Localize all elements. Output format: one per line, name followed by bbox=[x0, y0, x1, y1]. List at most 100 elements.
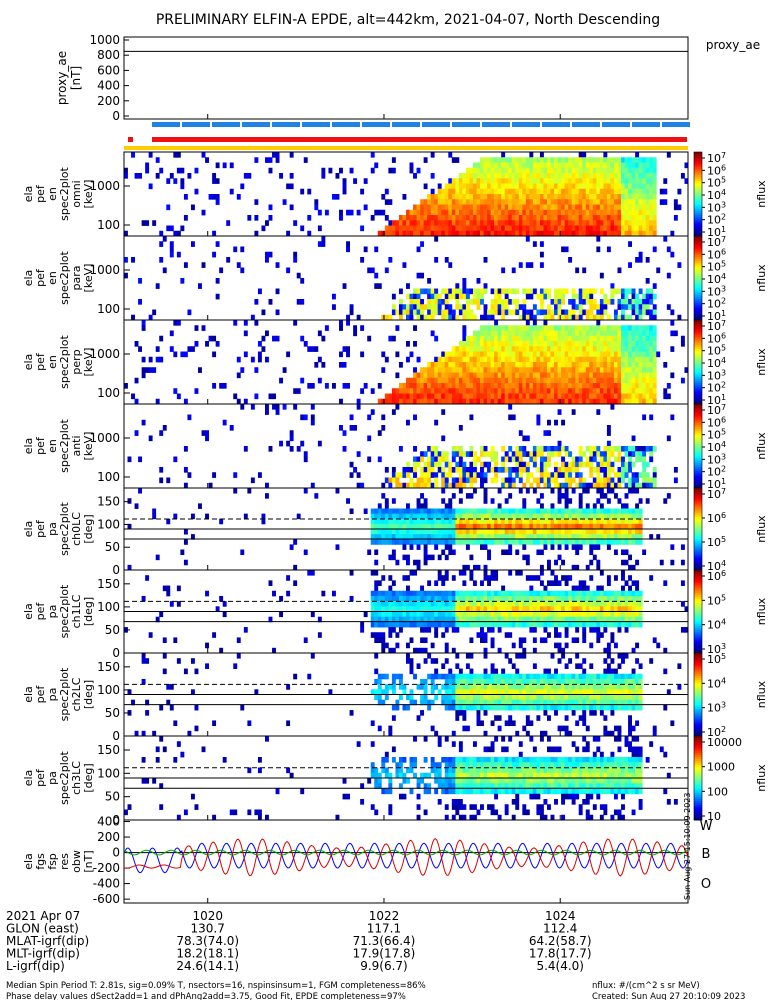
spectrogram-cell bbox=[564, 314, 569, 321]
spectrogram-cell bbox=[441, 575, 446, 581]
spectrogram-cell bbox=[536, 451, 541, 457]
spectrogram-cell bbox=[582, 288, 587, 295]
spectrogram-cell bbox=[522, 377, 527, 384]
spectrogram-cell bbox=[635, 346, 640, 352]
spectrogram-cell bbox=[543, 523, 548, 530]
spectrogram-cell bbox=[589, 346, 594, 352]
spectrogram-cell bbox=[603, 367, 608, 373]
spectrogram-cell bbox=[561, 367, 566, 373]
spectrogram-cell bbox=[621, 335, 625, 342]
spectrogram-cell bbox=[212, 230, 217, 237]
spectrogram-cell bbox=[469, 351, 474, 358]
spectrogram-cell bbox=[465, 299, 470, 305]
spectrogram-cell bbox=[141, 419, 146, 426]
spectrogram-cell bbox=[550, 204, 555, 211]
spectrogram-cell bbox=[420, 272, 425, 279]
spectrogram-cell bbox=[476, 173, 481, 179]
spectrogram-cell bbox=[610, 209, 615, 216]
spectrogram-cell bbox=[589, 293, 594, 300]
spectrogram-cell bbox=[596, 377, 601, 384]
spectrogram-cell bbox=[628, 513, 632, 520]
spectrogram-cell bbox=[303, 157, 308, 163]
spectrogram-cell bbox=[427, 616, 432, 623]
spectrogram-cell bbox=[420, 230, 425, 237]
spectrogram-cell bbox=[568, 539, 573, 545]
spectrogram-cell bbox=[487, 157, 491, 163]
spectrogram-cell bbox=[444, 367, 449, 373]
spectrogram-cell bbox=[430, 616, 435, 623]
spectrogram-cell bbox=[455, 194, 460, 200]
spectrogram-cell bbox=[465, 351, 470, 358]
spectrogram-cell bbox=[578, 595, 583, 602]
spectrogram-cell bbox=[596, 246, 601, 253]
spectrogram-cell bbox=[462, 372, 467, 379]
spectrogram-cell bbox=[451, 446, 456, 452]
spectrogram-cell bbox=[529, 393, 534, 400]
colorbar-segment bbox=[694, 364, 702, 367]
spectrogram-cell bbox=[494, 451, 499, 457]
spectrogram-cell bbox=[543, 529, 548, 535]
spectrogram-cell bbox=[624, 341, 629, 347]
spectrogram-cell bbox=[501, 482, 506, 489]
spectrogram-cell bbox=[409, 508, 414, 515]
spectrogram-cell bbox=[451, 199, 456, 205]
spectrogram-cell bbox=[596, 539, 601, 545]
spectrogram-cell bbox=[522, 199, 527, 205]
colorbar-segment bbox=[694, 324, 702, 327]
spectrogram-cell bbox=[638, 446, 643, 452]
spectrogram-cell bbox=[441, 377, 446, 384]
spectrogram-cell bbox=[635, 377, 640, 384]
spectrogram-cell bbox=[547, 559, 551, 566]
spectrogram-cell bbox=[606, 330, 611, 337]
spectrogram-cell bbox=[508, 309, 513, 316]
spectrogram-cell bbox=[638, 167, 643, 174]
spectrogram-cell bbox=[346, 320, 350, 326]
spectrogram-cell bbox=[536, 372, 541, 379]
spectrogram-cell bbox=[621, 220, 625, 226]
spectrogram-cell bbox=[483, 477, 488, 484]
spectrogram-cell bbox=[494, 398, 499, 405]
spectrogram-cell bbox=[561, 534, 566, 540]
spectrogram-cell bbox=[592, 178, 597, 184]
spectrogram-cell bbox=[384, 188, 389, 195]
spectrogram-cell bbox=[550, 398, 555, 405]
spectrogram-cell bbox=[543, 320, 548, 326]
spectrogram-cell bbox=[409, 529, 414, 535]
spectrogram-cell bbox=[391, 398, 396, 405]
spectrogram-cell bbox=[180, 167, 185, 174]
panel-ylabel: spec2plot bbox=[58, 502, 71, 556]
spectrogram-cell bbox=[628, 477, 632, 484]
spectrogram-cell bbox=[480, 518, 484, 525]
spectrogram-cell bbox=[448, 199, 453, 205]
spectrogram-cell bbox=[525, 167, 530, 174]
spectrogram-cell bbox=[596, 173, 601, 179]
spectrogram-cell bbox=[578, 330, 583, 337]
spectrogram-cell bbox=[624, 518, 629, 525]
spectrogram-cell bbox=[568, 372, 573, 379]
spectrogram-cell bbox=[550, 351, 555, 358]
spectrogram-cell bbox=[592, 393, 597, 400]
spectrogram-cell bbox=[631, 367, 636, 373]
spectrogram-cell bbox=[427, 215, 432, 221]
spectrogram-cell bbox=[610, 183, 615, 190]
spectrogram-cell bbox=[543, 314, 548, 321]
spectrogram-cell bbox=[638, 188, 643, 195]
spectrogram-cell bbox=[169, 173, 174, 179]
spectrogram-cell bbox=[550, 162, 555, 169]
spectrogram-cell bbox=[501, 461, 506, 468]
spectrogram-cell bbox=[589, 482, 594, 489]
spectrogram-cell bbox=[423, 637, 428, 644]
spectrogram-cell bbox=[434, 393, 439, 400]
colorbar-segment bbox=[694, 250, 702, 254]
spectrogram-cell bbox=[441, 398, 446, 405]
spectrogram-cell bbox=[236, 356, 241, 363]
spectrogram-cell bbox=[462, 220, 467, 226]
spectrogram-cell bbox=[416, 246, 421, 253]
spectrogram-cell bbox=[575, 330, 580, 337]
spectrogram-cell bbox=[571, 544, 576, 550]
spectrogram-cell bbox=[522, 393, 527, 400]
spectrogram-cell bbox=[649, 367, 654, 373]
spectrogram-cell bbox=[490, 209, 495, 216]
spectrogram-cell bbox=[455, 304, 460, 310]
spectrogram-cell bbox=[547, 529, 551, 535]
